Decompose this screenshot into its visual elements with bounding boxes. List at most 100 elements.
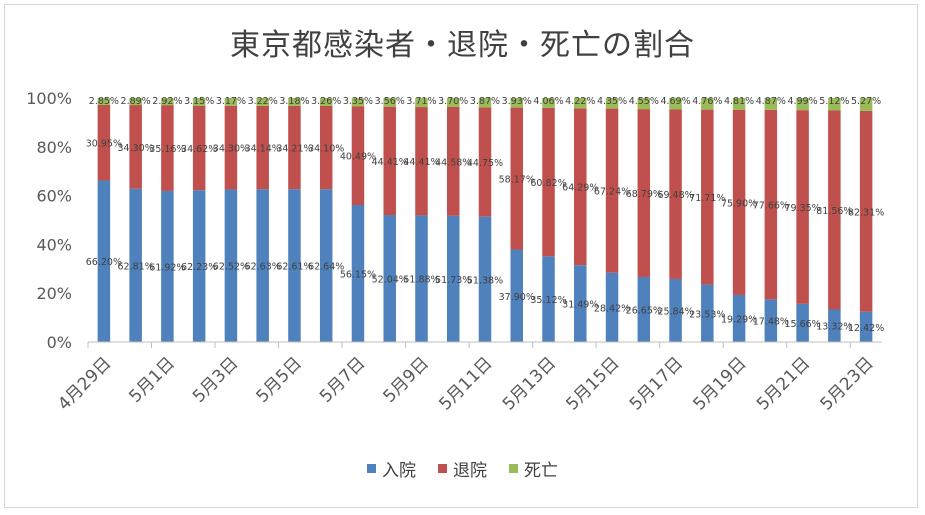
data-label-discharged: 34.10% [308,144,344,155]
x-tick-label: 5月3日 [189,353,242,406]
legend-label-deceased: 死亡 [524,461,558,481]
bar-discharged [129,105,142,189]
bar-discharged [224,105,238,190]
legend-swatch-deceased [509,464,518,473]
x-tick-label: 4月29日 [54,353,115,414]
data-label-inpatient: 62.23% [181,262,217,273]
data-label-inpatient: 26.65% [626,305,662,316]
bar-deceased [288,98,301,106]
data-label-deceased: 4.99% [788,96,818,107]
data-label-inpatient: 62.61% [276,262,312,273]
data-label-inpatient: 62.64% [308,262,344,273]
data-label-inpatient: 37.90% [499,292,535,303]
data-label-inpatient: 62.81% [118,261,154,272]
bar-deceased [129,98,142,106]
x-tick-label: 5月19日 [689,353,750,414]
data-label-deceased: 3.17% [216,96,246,107]
data-label-discharged: 34.30% [118,143,154,154]
bar-inpatient [732,294,746,342]
bar-deceased [637,98,651,110]
data-label-inpatient: 51.88% [403,275,439,286]
bar-deceased [764,97,778,110]
data-label-discharged: 77.66% [753,201,789,212]
data-label-deceased: 2.92% [152,96,182,107]
bar-deceased [478,98,492,108]
data-label-inpatient: 31.49% [562,300,598,311]
bar-inpatient [319,189,333,342]
bar-deceased [383,97,396,107]
data-label-inpatient: 28.42% [594,303,630,314]
bar-inpatient [129,188,142,342]
bar-deceased [669,97,682,110]
data-label-deceased: 5.27% [851,96,881,107]
data-label-discharged: 68.79% [626,189,662,200]
x-tick-label: 5月11日 [435,353,496,414]
data-label-deceased: 3.26% [311,96,341,107]
bar-deceased [256,98,269,106]
data-label-discharged: 34.14% [245,144,281,155]
bar-discharged [574,108,587,266]
bar-discharged [701,109,714,285]
bar-inpatient [828,309,841,342]
bar-discharged [637,109,651,277]
bar-inpatient [701,284,714,342]
data-label-deceased: 3.56% [375,96,405,107]
data-label-discharged: 44.41% [372,157,408,168]
bar-inpatient [192,190,206,342]
bar-discharged [446,107,460,216]
x-tick-label: 5月23日 [817,353,878,414]
bar-deceased [574,98,587,109]
bar-deceased [351,98,365,107]
data-label-inpatient: 12.42% [848,323,884,334]
data-label-discharged: 35.16% [149,144,185,155]
bar-discharged [764,109,778,300]
data-label-discharged: 82.31% [848,207,884,218]
bar-deceased [161,98,174,106]
bar-discharged [859,110,873,312]
data-label-inpatient: 23.53% [689,309,725,320]
data-label-inpatient: 25.84% [657,306,693,317]
bar-inpatient [796,303,809,342]
data-label-discharged: 40.49% [340,152,376,163]
bar-discharged [319,105,333,190]
data-label-inpatient: 61.92% [149,262,185,273]
y-tick-label: 60% [36,187,72,206]
bar-discharged [415,107,428,216]
data-label-deceased: 4.55% [629,96,659,107]
data-label-deceased: 4.35% [597,96,627,107]
bar-inpatient [97,180,111,342]
data-label-inpatient: 17.48% [753,317,789,328]
y-tick-label: 0% [47,333,72,352]
x-tick-label: 5月5日 [252,353,305,406]
bar-inpatient [224,189,238,342]
data-label-deceased: 4.76% [692,96,722,107]
data-label-deceased: 3.18% [279,96,309,107]
bar-discharged [192,105,206,191]
bar-inpatient [383,215,396,342]
bar-discharged [669,109,682,279]
data-label-deceased: 2.89% [121,96,151,107]
legend-label-inpatient: 入院 [382,461,416,481]
data-label-deceased: 3.93% [502,96,532,107]
data-label-discharged: 30.95% [86,139,122,150]
legend-item-discharged: 退院 [438,456,487,481]
x-tick-label: 5月13日 [499,353,560,414]
bar-deceased [192,98,206,106]
bar-inpatient [859,311,873,342]
bar-discharged [732,109,746,295]
bar-discharged [828,110,841,310]
legend-item-deceased: 死亡 [509,456,558,481]
data-label-deceased: 3.15% [184,96,214,107]
data-label-inpatient: 35.12% [530,295,566,306]
data-label-inpatient: 19.29% [721,314,757,325]
data-label-discharged: 60.82% [530,178,566,189]
bar-inpatient [510,249,524,342]
x-tick-label: 5月17日 [626,353,687,414]
bar-discharged [605,108,619,273]
bar-deceased [828,98,841,111]
data-label-inpatient: 13.32% [816,322,852,333]
bar-deceased [796,98,809,111]
data-label-deceased: 4.22% [565,96,595,107]
data-label-inpatient: 66.20% [86,257,122,268]
